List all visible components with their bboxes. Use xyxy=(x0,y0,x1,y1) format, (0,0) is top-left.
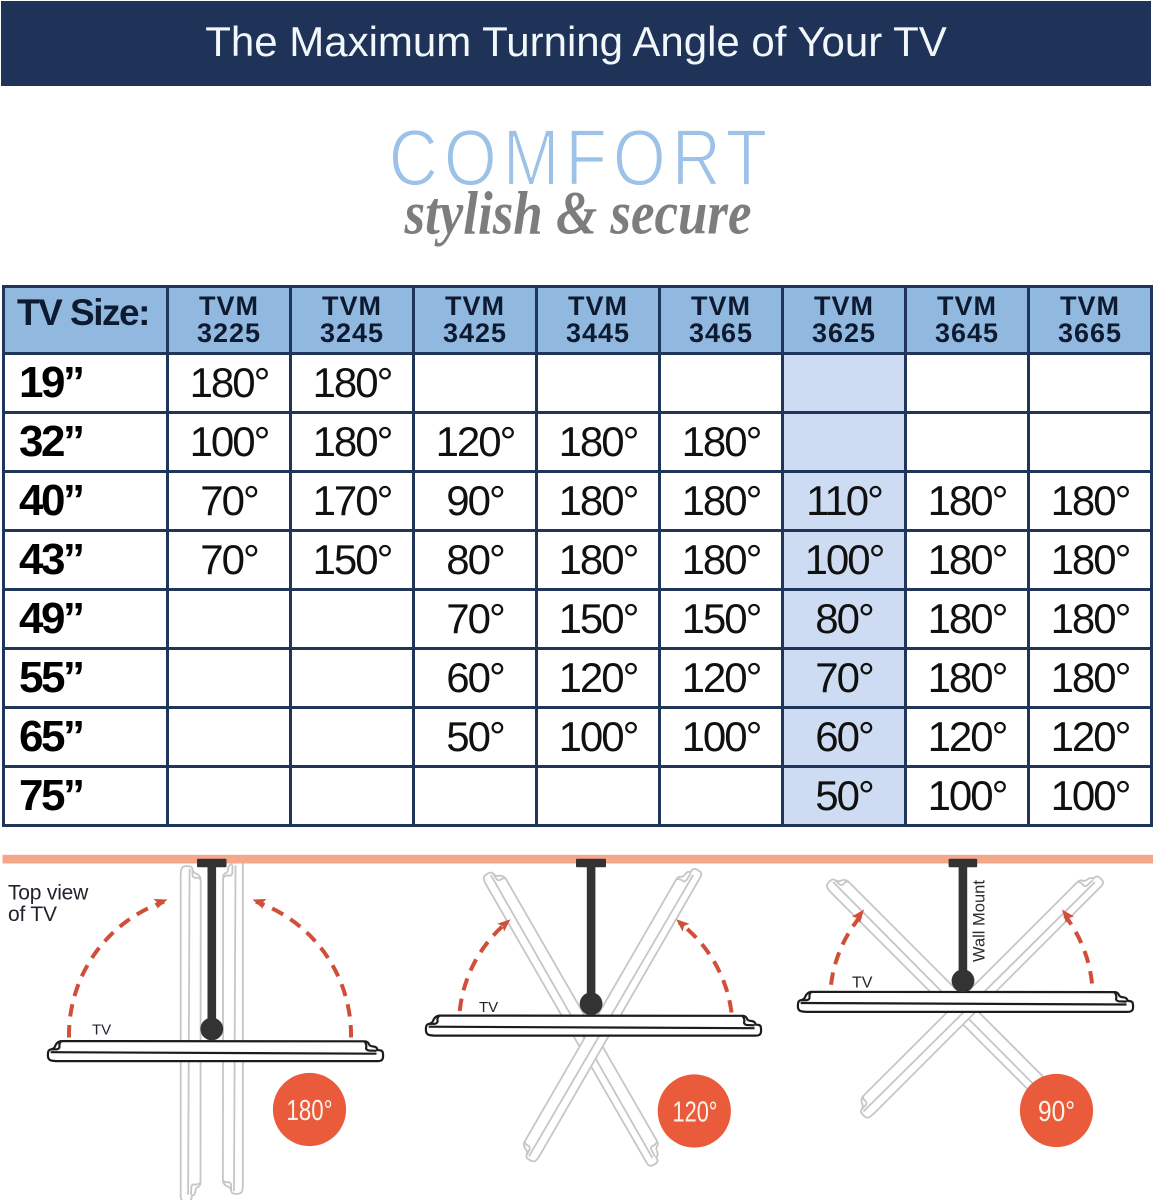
svg-text:Wall Mount: Wall Mount xyxy=(971,880,989,962)
svg-text:Top view: Top view xyxy=(8,882,89,905)
svg-text:180°: 180° xyxy=(287,1095,333,1127)
svg-text:90°: 90° xyxy=(1038,1096,1075,1128)
svg-text:TV: TV xyxy=(852,975,873,992)
svg-text:COMFORT: COMFORT xyxy=(389,113,773,202)
svg-text:120°: 120° xyxy=(673,1097,718,1129)
svg-text:TV: TV xyxy=(479,999,498,1016)
svg-text:stylish & secure: stylish & secure xyxy=(404,181,752,248)
svg-text:TV: TV xyxy=(92,1021,111,1038)
svg-text:of TV: of TV xyxy=(8,903,57,926)
